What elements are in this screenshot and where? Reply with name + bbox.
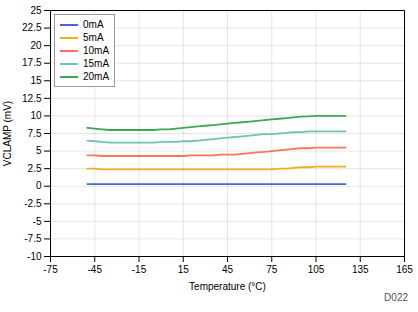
svg-text:-15: -15 [132, 264, 147, 275]
svg-text:-5: -5 [33, 216, 42, 227]
svg-text:25: 25 [30, 5, 42, 16]
svg-text:135: 135 [352, 264, 369, 275]
svg-text:-7.5: -7.5 [24, 233, 42, 244]
svg-text:15: 15 [178, 264, 190, 275]
svg-text:20: 20 [30, 40, 42, 51]
svg-text:-45: -45 [88, 264, 103, 275]
svg-text:Temperature (°C): Temperature (°C) [189, 281, 266, 292]
svg-text:VCLAMP (mV): VCLAMP (mV) [2, 101, 13, 166]
svg-text:-10: -10 [27, 251, 42, 262]
svg-text:45: 45 [222, 264, 234, 275]
svg-text:7.5: 7.5 [28, 128, 42, 139]
svg-text:165: 165 [396, 264, 413, 275]
svg-text:15: 15 [30, 75, 42, 86]
svg-text:105: 105 [308, 264, 325, 275]
html-text:15mA: 15mA [83, 58, 110, 69]
svg-text:12.5: 12.5 [22, 93, 42, 104]
svg-text:75: 75 [266, 264, 278, 275]
svg-text:10: 10 [30, 110, 42, 121]
html-text:20mA: 20mA [83, 71, 110, 82]
html-text:D022: D022 [384, 292, 408, 303]
svg-text:22.5: 22.5 [22, 22, 42, 33]
svg-text:-75: -75 [43, 264, 58, 275]
svg-text:2.5: 2.5 [28, 163, 42, 174]
svg-text:0: 0 [36, 180, 42, 191]
svg-text:-2.5: -2.5 [24, 198, 42, 209]
svg-text:17.5: 17.5 [22, 57, 42, 68]
html-text:10mA: 10mA [83, 45, 110, 56]
html-text:5mA: 5mA [83, 32, 104, 43]
html-text:0mA: 0mA [83, 19, 104, 30]
svg-text:5: 5 [36, 145, 42, 156]
